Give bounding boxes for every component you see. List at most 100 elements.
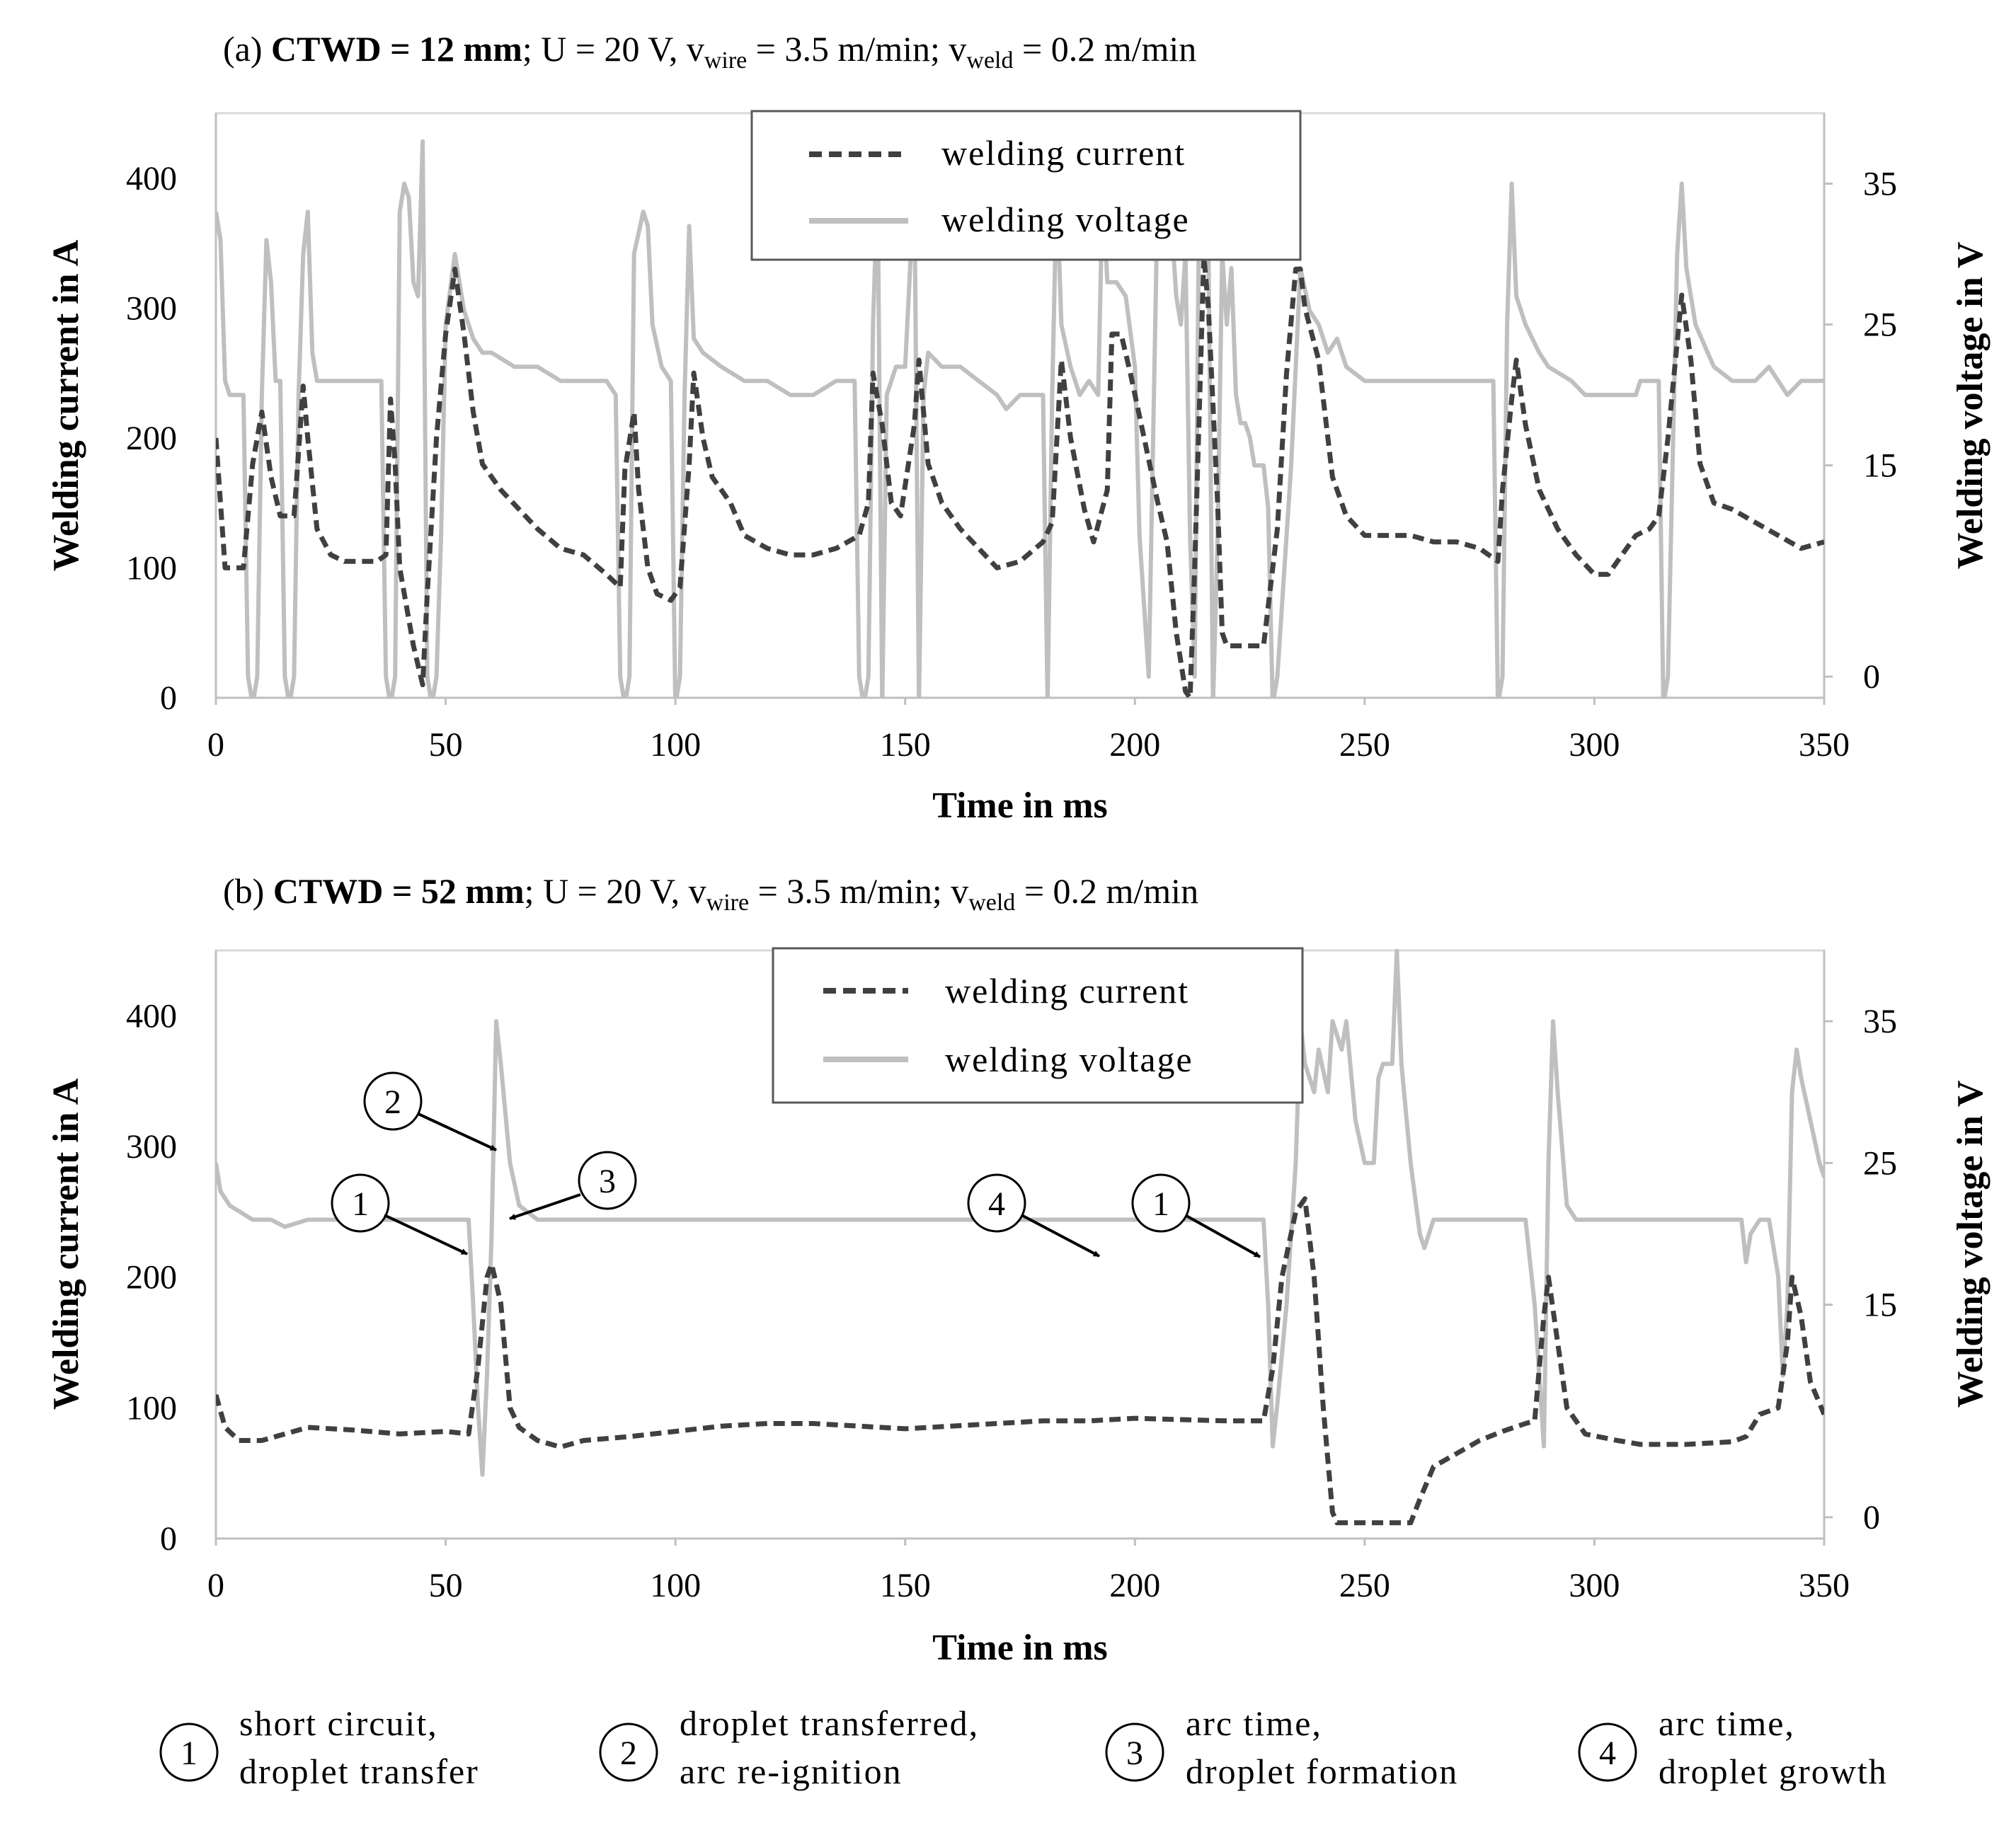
key-item-1-circle (159, 1723, 219, 1782)
annotation-4-circle (967, 1173, 1026, 1233)
chart-a-right-y-tick-label: 35 (1863, 166, 1897, 203)
annotation-4-label: 4 (988, 1185, 1005, 1223)
annotation-1b-label: 1 (1152, 1185, 1169, 1223)
chart-b-x-tick-label: 100 (650, 1567, 701, 1604)
key-item-3-number: 3 (1126, 1735, 1143, 1772)
chart-b: (b) CTWD = 52 mm; U = 20 V, vwire = 3.5 … (46, 871, 1991, 1668)
chart-b-right-y-tick-label: 35 (1863, 1003, 1897, 1040)
chart-b-annotations: 1 2 3 4 1 (331, 1071, 1261, 1258)
chart-a: (a) CTWD = 12 mm; U = 20 V, vwire = 3.5 … (46, 29, 1991, 826)
chart-b-legend: welding current welding voltage (772, 947, 1304, 1104)
chart-b-left-y-label: Welding current in A (46, 1078, 86, 1410)
chart-b-x-label: Time in ms (932, 1628, 1108, 1668)
chart-a-x-tick-label: 300 (1569, 726, 1620, 764)
chart-b-left-y-ticks: 0 100 200 300 400 (126, 997, 177, 1558)
key-item-4-line1: arc time, (1659, 1703, 1795, 1743)
annotation-1b-circle (1131, 1173, 1191, 1233)
chart-a-series (216, 139, 1824, 698)
chart-b-series-current-line (216, 1196, 1824, 1526)
key-item-2-line2: arc re-ignition (680, 1752, 903, 1791)
chart-a-x-ticks: 0 50 100 150 200 250 300 350 (207, 698, 1850, 764)
key-item-3-line1: arc time, (1186, 1703, 1322, 1743)
annotation-2-circle (363, 1071, 423, 1131)
chart-a-x-tick-label: 150 (880, 726, 931, 764)
key: 1 short circuit, droplet transfer 2 drop… (159, 1703, 1888, 1791)
annotation-2-arrow (418, 1112, 497, 1151)
chart-b-x-tick-label: 250 (1339, 1567, 1390, 1604)
chart-a-legend: welding current welding voltage (750, 110, 1302, 261)
chart-a-x-tick-label: 250 (1339, 726, 1390, 764)
chart-b-legend-box (772, 947, 1304, 1104)
chart-b-right-y-ticks: 0 15 25 35 (1824, 1003, 1897, 1536)
chart-b-x-tick-label: 150 (880, 1567, 931, 1604)
chart-a-x-label: Time in ms (932, 786, 1108, 826)
chart-a-x-tick-label: 50 (429, 726, 463, 764)
chart-a-x-tick-label: 350 (1799, 726, 1850, 764)
annotation-3-circle (578, 1151, 637, 1210)
chart-b-series (216, 949, 1824, 1526)
annotation-2: 2 (363, 1071, 497, 1151)
key-item-2-line1: droplet transferred, (680, 1703, 979, 1743)
chart-a-legend-box (750, 110, 1302, 261)
chart-a-left-y-ticks: 0 100 200 300 400 (126, 160, 177, 717)
chart-a-x-tick-label: 200 (1109, 726, 1160, 764)
key-item-4-circle (1578, 1723, 1637, 1782)
annotation-1b: 1 (1131, 1173, 1261, 1258)
annotation-1a-arrow (384, 1214, 468, 1255)
annotation-3-arrow (509, 1193, 581, 1220)
chart-a-left-y-label: Welding current in A (46, 239, 86, 571)
chart-a-legend-voltage-label: welding voltage (941, 200, 1190, 239)
key-item-4-line2: droplet growth (1659, 1752, 1888, 1791)
chart-a-right-y-tick-label: 25 (1863, 306, 1897, 344)
annotation-1b-arrow (1186, 1214, 1261, 1258)
chart-a-right-y-tick-label: 15 (1863, 447, 1897, 485)
chart-a-x-tick-label: 100 (650, 726, 701, 764)
chart-b-x-tick-label: 200 (1109, 1567, 1160, 1604)
chart-a-left-y-tick-label: 0 (160, 679, 177, 717)
key-item-2-number: 2 (620, 1735, 637, 1772)
chart-a-left-y-tick-label: 300 (126, 289, 177, 327)
chart-b-left-y-tick-label: 100 (126, 1389, 177, 1427)
annotation-4-arrow (1022, 1214, 1100, 1258)
chart-a-right-y-ticks: 0 15 25 35 (1824, 166, 1897, 696)
chart-b-left-y-tick-label: 0 (160, 1520, 177, 1558)
chart-a-title: (a) CTWD = 12 mm; U = 20 V, vwire = 3.5 … (223, 29, 1196, 74)
key-item-2-circle (599, 1723, 658, 1782)
chart-a-left-y-tick-label: 100 (126, 549, 177, 587)
chart-a-series-current-line (216, 253, 1824, 698)
chart-b-x-tick-label: 0 (207, 1567, 224, 1604)
annotation-4: 4 (967, 1173, 1100, 1258)
chart-b-right-y-label: Welding voltage in V (1950, 1081, 1991, 1408)
chart-b-legend-voltage-label: welding voltage (945, 1040, 1193, 1079)
key-item-1: 1 short circuit, droplet transfer (159, 1703, 479, 1791)
key-item-4: 4 arc time, droplet growth (1578, 1703, 1888, 1791)
key-item-4-number: 4 (1599, 1735, 1616, 1772)
chart-b-left-y-tick-label: 300 (126, 1128, 177, 1166)
annotation-3: 3 (509, 1151, 637, 1220)
chart-a-left-y-tick-label: 400 (126, 160, 177, 197)
chart-b-left-y-tick-label: 200 (126, 1259, 177, 1296)
chart-b-legend-current-label: welding current (945, 971, 1189, 1011)
annotation-1a-label: 1 (352, 1185, 369, 1223)
chart-a-left-y-tick-label: 200 (126, 420, 177, 457)
key-item-1-line1: short circuit, (239, 1703, 438, 1743)
chart-b-x-ticks: 0 50 100 150 200 250 300 350 (207, 1539, 1850, 1604)
key-item-2: 2 droplet transferred, arc re-ignition (599, 1703, 979, 1791)
chart-a-right-y-tick-label: 0 (1863, 658, 1880, 696)
chart-b-title: (b) CTWD = 52 mm; U = 20 V, vwire = 3.5 … (223, 871, 1198, 916)
chart-b-series-voltage-line (216, 949, 1824, 1477)
chart-a-x-tick-label: 0 (207, 726, 224, 764)
key-item-3: 3 arc time, droplet formation (1105, 1703, 1458, 1791)
chart-b-x-tick-label: 50 (429, 1567, 463, 1604)
annotation-3-label: 3 (599, 1163, 616, 1200)
chart-a-legend-current-label: welding current (941, 133, 1186, 173)
key-item-3-line2: droplet formation (1186, 1752, 1458, 1791)
annotation-1a-circle (331, 1173, 390, 1233)
key-item-1-line2: droplet transfer (239, 1752, 479, 1791)
chart-b-right-y-tick-label: 0 (1863, 1499, 1880, 1536)
chart-b-left-y-tick-label: 400 (126, 997, 177, 1035)
chart-b-right-y-tick-label: 25 (1863, 1144, 1897, 1182)
annotation-2-label: 2 (384, 1083, 401, 1121)
chart-b-right-y-tick-label: 15 (1863, 1287, 1897, 1324)
